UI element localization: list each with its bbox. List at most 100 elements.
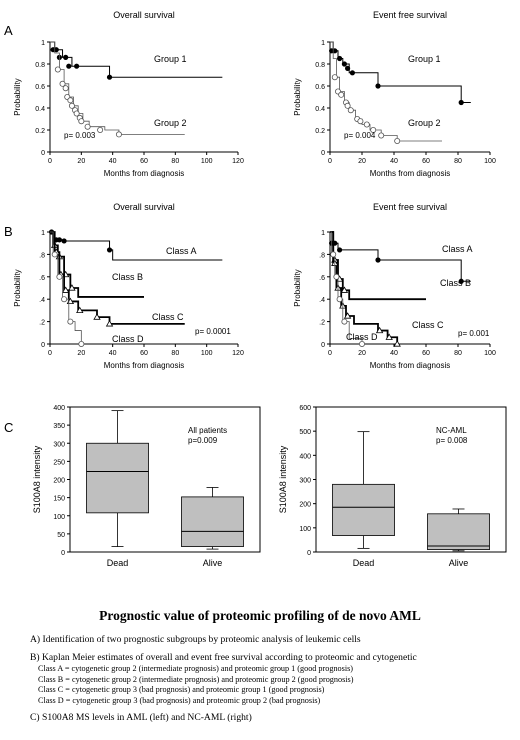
x-tick-label: 40 bbox=[109, 350, 117, 357]
censor-mark bbox=[331, 74, 338, 81]
censor-mark bbox=[68, 284, 76, 291]
censor-mark bbox=[340, 286, 349, 293]
y-tick-label: 0.2 bbox=[35, 128, 45, 135]
box-dead bbox=[332, 483, 395, 536]
y-tick-label: 500 bbox=[299, 429, 311, 436]
y-tick-label: 0.4 bbox=[315, 106, 325, 113]
y-axis-label: S100A8 intensity bbox=[32, 445, 42, 513]
x-axis-label: Months from diagnosis bbox=[370, 361, 450, 370]
censor-mark bbox=[78, 340, 85, 347]
censor-mark bbox=[106, 247, 113, 253]
censor-mark bbox=[370, 127, 377, 134]
x-category-label: Alive bbox=[203, 558, 223, 568]
censor-mark bbox=[363, 121, 370, 128]
censor-mark bbox=[341, 61, 347, 67]
y-tick-label: .2 bbox=[39, 320, 45, 327]
y-axis-label: S100A8 intensity bbox=[278, 445, 288, 513]
p-value: p= 0.003 bbox=[64, 131, 96, 140]
panel-letter-a: A bbox=[4, 23, 13, 38]
censor-mark bbox=[336, 296, 343, 303]
y-tick-label: .8 bbox=[39, 252, 45, 259]
figure-caption: Prognostic value of proteomic profiling … bbox=[0, 608, 520, 740]
y-tick-label: 400 bbox=[299, 453, 311, 460]
censor-mark bbox=[84, 123, 91, 130]
x-category-label: Dead bbox=[353, 558, 375, 568]
chart-6: 0 100 200 300 400 500 600 S100A8 intensity Dead A… bbox=[278, 405, 507, 568]
y-tick-label: 100 bbox=[53, 514, 65, 521]
y-tick-label: 0.6 bbox=[315, 84, 325, 91]
box-alive bbox=[427, 513, 490, 550]
censor-mark bbox=[61, 296, 68, 303]
x-tick-label: 20 bbox=[358, 158, 366, 165]
y-tick-label: 100 bbox=[299, 526, 311, 533]
y-tick-label: 0 bbox=[41, 150, 45, 157]
y-tick-label: 1 bbox=[41, 40, 45, 47]
x-tick-label: 0 bbox=[48, 350, 52, 357]
y-tick-label: 0.8 bbox=[315, 62, 325, 69]
y-tick-label: 0 bbox=[41, 342, 45, 349]
chart-title: Overall survival bbox=[113, 10, 175, 20]
y-tick-label: .4 bbox=[39, 297, 45, 304]
y-tick-label: 0 bbox=[321, 342, 325, 349]
caption-class-b: Class B = cytogenetic group 2 (intermedi… bbox=[38, 674, 354, 684]
x-axis-label: Months from diagnosis bbox=[370, 169, 450, 178]
censor-mark bbox=[56, 273, 63, 280]
censor-mark bbox=[341, 318, 348, 325]
y-tick-label: 0.2 bbox=[315, 128, 325, 135]
x-category-label: Alive bbox=[449, 558, 469, 568]
x-axis-label: Months from diagnosis bbox=[104, 361, 184, 370]
x-tick-label: 0 bbox=[328, 350, 332, 357]
censor-mark bbox=[67, 318, 74, 325]
x-tick-label: 60 bbox=[422, 350, 430, 357]
y-tick-label: 1 bbox=[321, 230, 325, 237]
annotation-line: All patients bbox=[188, 426, 227, 435]
series-label: Class B bbox=[440, 278, 471, 288]
censor-mark bbox=[78, 118, 85, 125]
censor-mark bbox=[61, 286, 70, 293]
y-tick-label: 1 bbox=[41, 230, 45, 237]
caption-class-a: Class A = cytogenetic group 2 (intermedi… bbox=[38, 664, 354, 673]
series-label: Class C bbox=[152, 312, 184, 322]
y-tick-label: 200 bbox=[53, 478, 65, 485]
censor-mark bbox=[105, 320, 114, 327]
censor-mark bbox=[375, 83, 381, 89]
y-tick-label: 0.6 bbox=[35, 84, 45, 91]
censor-mark bbox=[333, 273, 340, 280]
series-label: Group 1 bbox=[154, 54, 187, 64]
y-tick-label: 400 bbox=[53, 405, 65, 412]
p-value: p= 0.004 bbox=[344, 131, 376, 140]
chart-title: Overall survival bbox=[113, 202, 175, 212]
y-tick-label: 300 bbox=[299, 478, 311, 485]
y-tick-label: 350 bbox=[53, 423, 65, 430]
y-tick-label: 1 bbox=[321, 40, 325, 47]
y-axis-label: Probability bbox=[293, 78, 302, 115]
annotation-line: NC-AML bbox=[436, 426, 467, 435]
censor-mark bbox=[76, 306, 84, 313]
y-tick-label: 600 bbox=[299, 405, 311, 412]
caption-line-b: B) Kaplan Meier estimates of overall and… bbox=[30, 652, 417, 663]
x-tick-label: 100 bbox=[201, 158, 213, 165]
y-tick-label: 150 bbox=[53, 496, 65, 503]
y-tick-label: 200 bbox=[299, 502, 311, 509]
x-tick-label: 120 bbox=[232, 158, 244, 165]
chart-5: 0 50 100 150 200 250 300 350 400 S100A8 intensity… bbox=[32, 405, 261, 568]
x-tick-label: 60 bbox=[422, 158, 430, 165]
censor-mark bbox=[343, 312, 352, 319]
censor-mark bbox=[106, 74, 113, 80]
x-tick-label: 100 bbox=[201, 350, 213, 357]
x-tick-label: 80 bbox=[454, 158, 462, 165]
censor-mark bbox=[458, 278, 464, 284]
y-axis-label: Probability bbox=[293, 269, 302, 306]
chart-title: Event free survival bbox=[373, 10, 447, 20]
censor-mark bbox=[345, 65, 351, 71]
x-tick-label: 40 bbox=[390, 350, 398, 357]
censor-mark bbox=[67, 97, 74, 104]
x-tick-label: 40 bbox=[109, 158, 117, 165]
censor-mark bbox=[393, 340, 401, 347]
chart-1: Overall survival 0 0.2 0.4 0.6 0.8 1 0 20 40 60 80 1… bbox=[13, 10, 244, 178]
censor-mark bbox=[344, 102, 351, 109]
censor-mark bbox=[375, 257, 381, 263]
x-tick-label: 20 bbox=[77, 350, 85, 357]
censor-mark bbox=[338, 91, 345, 98]
x-tick-label: 0 bbox=[328, 158, 332, 165]
